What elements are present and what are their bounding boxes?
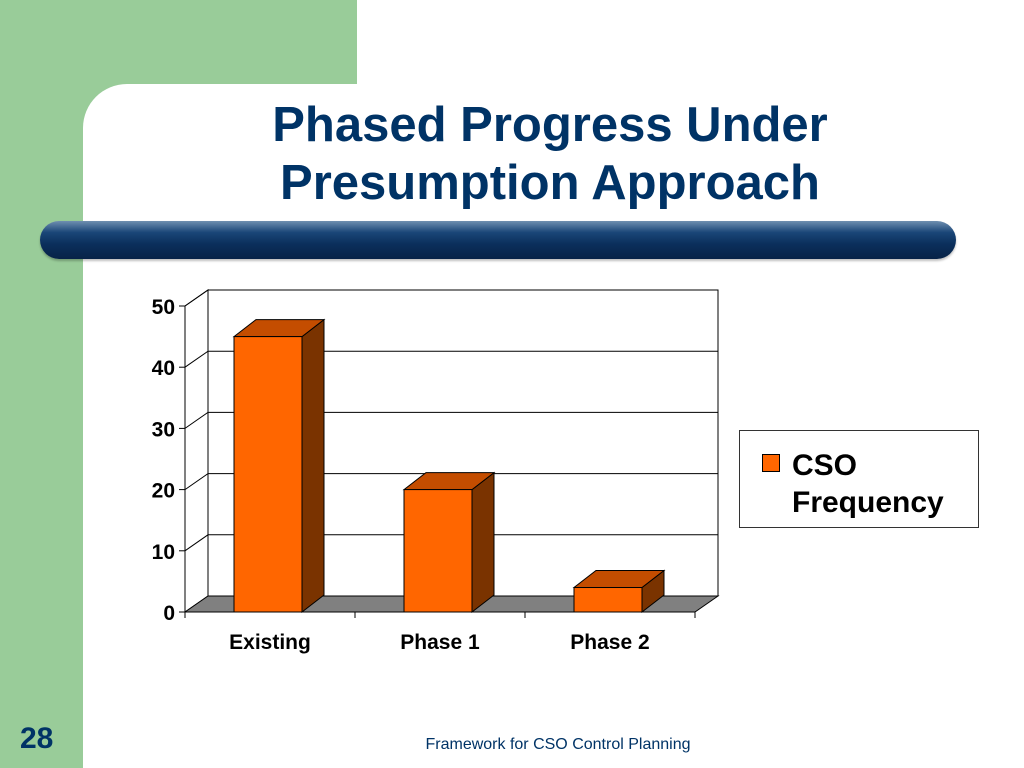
- y-tick-label: 0: [163, 602, 175, 625]
- x-tick-label: Phase 1: [400, 631, 480, 654]
- gridline: [184, 350, 718, 368]
- gridline: [184, 534, 718, 552]
- bar: [403, 489, 473, 613]
- bar: [233, 336, 303, 613]
- gridline: [184, 411, 718, 429]
- y-tick-label: 40: [152, 357, 175, 380]
- slide-footer: Framework for CSO Control Planning: [425, 736, 691, 753]
- bar-side: [301, 318, 325, 614]
- y-tick-label: 30: [152, 418, 175, 441]
- slide-number: 28: [20, 722, 54, 755]
- y-tick-label: 50: [152, 296, 175, 319]
- y-tick-label: 20: [152, 480, 175, 503]
- legend-swatch: [762, 454, 780, 472]
- chart-legend: CSO Frequency: [739, 430, 979, 528]
- title-underline-bar: [40, 221, 956, 259]
- y-tick-label: 10: [152, 541, 175, 564]
- x-tick-label: Phase 2: [570, 631, 649, 654]
- x-tick-label: Existing: [229, 631, 311, 654]
- slide-title: Phased Progress Under Presumption Approa…: [120, 96, 980, 212]
- slide-title-line-2: Presumption Approach: [280, 156, 820, 210]
- bar-side: [471, 471, 495, 614]
- bar: [573, 587, 643, 613]
- legend-label: CSO Frequency: [792, 449, 944, 519]
- gridline: [184, 289, 718, 307]
- chart-side-wall: [184, 289, 209, 613]
- gridline: [184, 473, 718, 491]
- slide-title-line-1: Phased Progress Under: [272, 98, 828, 152]
